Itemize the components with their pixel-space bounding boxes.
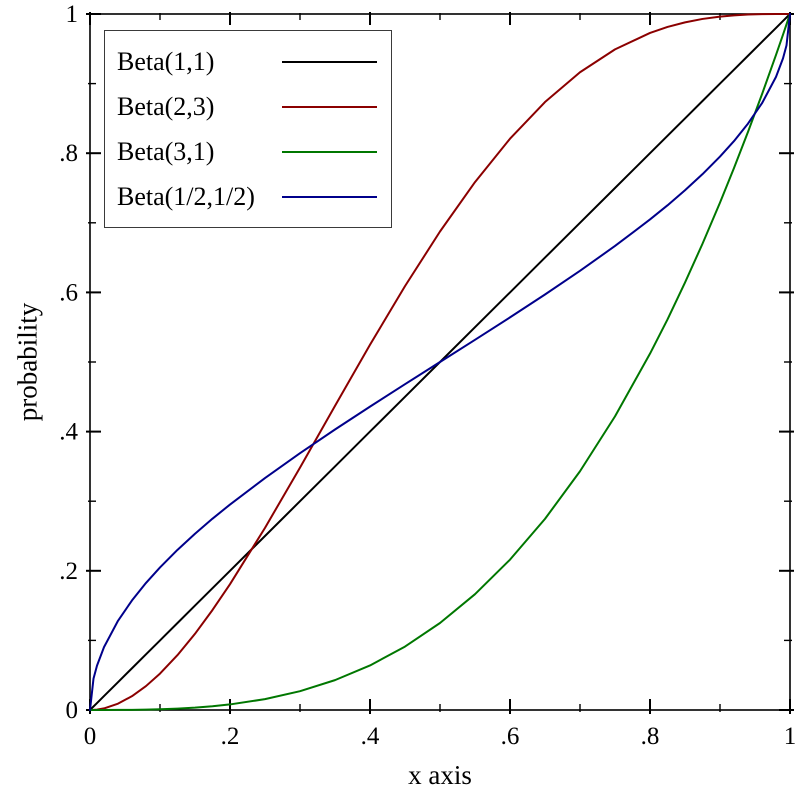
legend-line-sample [282,150,377,153]
legend-item: Beta(2,3) [117,84,377,129]
y-tick-label: 1 [66,1,79,28]
x-tick-label: .8 [641,723,660,750]
x-axis-label: x axis [408,760,472,790]
x-tick-label: 1 [784,723,797,750]
x-tick-label: 0 [84,723,97,750]
legend-line-sample [282,105,377,108]
legend-label: Beta(2,3) [117,91,215,121]
legend: Beta(1,1) Beta(2,3) Beta(3,1) Beta(1/2,1/2) [104,30,392,228]
legend-line-sample [282,195,377,198]
legend-label: Beta(1/2,1/2) [117,181,255,211]
legend-line-sample [282,60,377,63]
curve-beta-1-2-1-2- [89,13,791,711]
legend-item: Beta(3,1) [117,129,377,174]
legend-item: Beta(1/2,1/2) [117,174,377,219]
y-tick-label: .2 [59,558,78,585]
y-tick-label: .6 [59,279,78,306]
x-tick-label: .6 [501,723,520,750]
y-axis-label: probability [12,302,43,422]
y-tick-label: 0 [66,697,79,724]
x-tick-label: .2 [221,723,240,750]
curve-beta-2-3- [89,13,791,711]
curve-beta-3-1- [89,13,791,711]
legend-item: Beta(1,1) [117,39,377,84]
legend-label: Beta(3,1) [117,136,215,166]
y-tick-label: .4 [59,419,78,446]
legend-label: Beta(1,1) [117,46,215,76]
x-tick-label: .4 [361,723,380,750]
y-tick-label: .8 [59,140,78,167]
